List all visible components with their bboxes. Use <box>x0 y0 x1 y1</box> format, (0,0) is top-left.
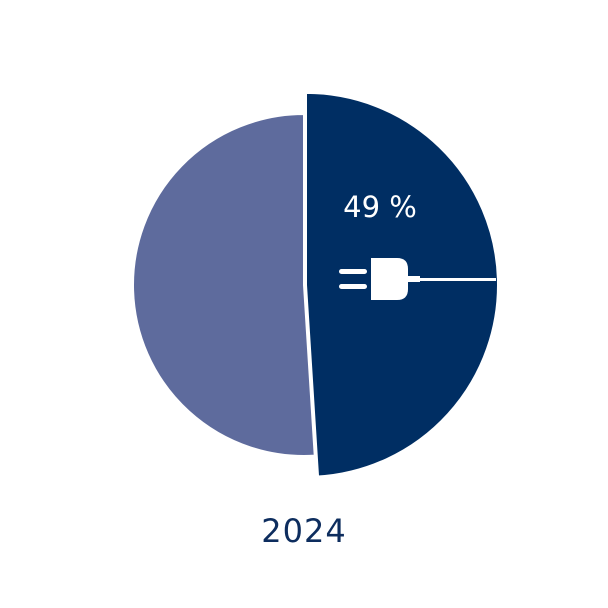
pie-slice-1 <box>132 112 316 457</box>
pie-slices <box>132 91 499 478</box>
slice-label-electric: 49 % <box>343 190 417 224</box>
electric-plug-icon <box>339 258 496 300</box>
year-label: 2024 <box>261 512 347 550</box>
